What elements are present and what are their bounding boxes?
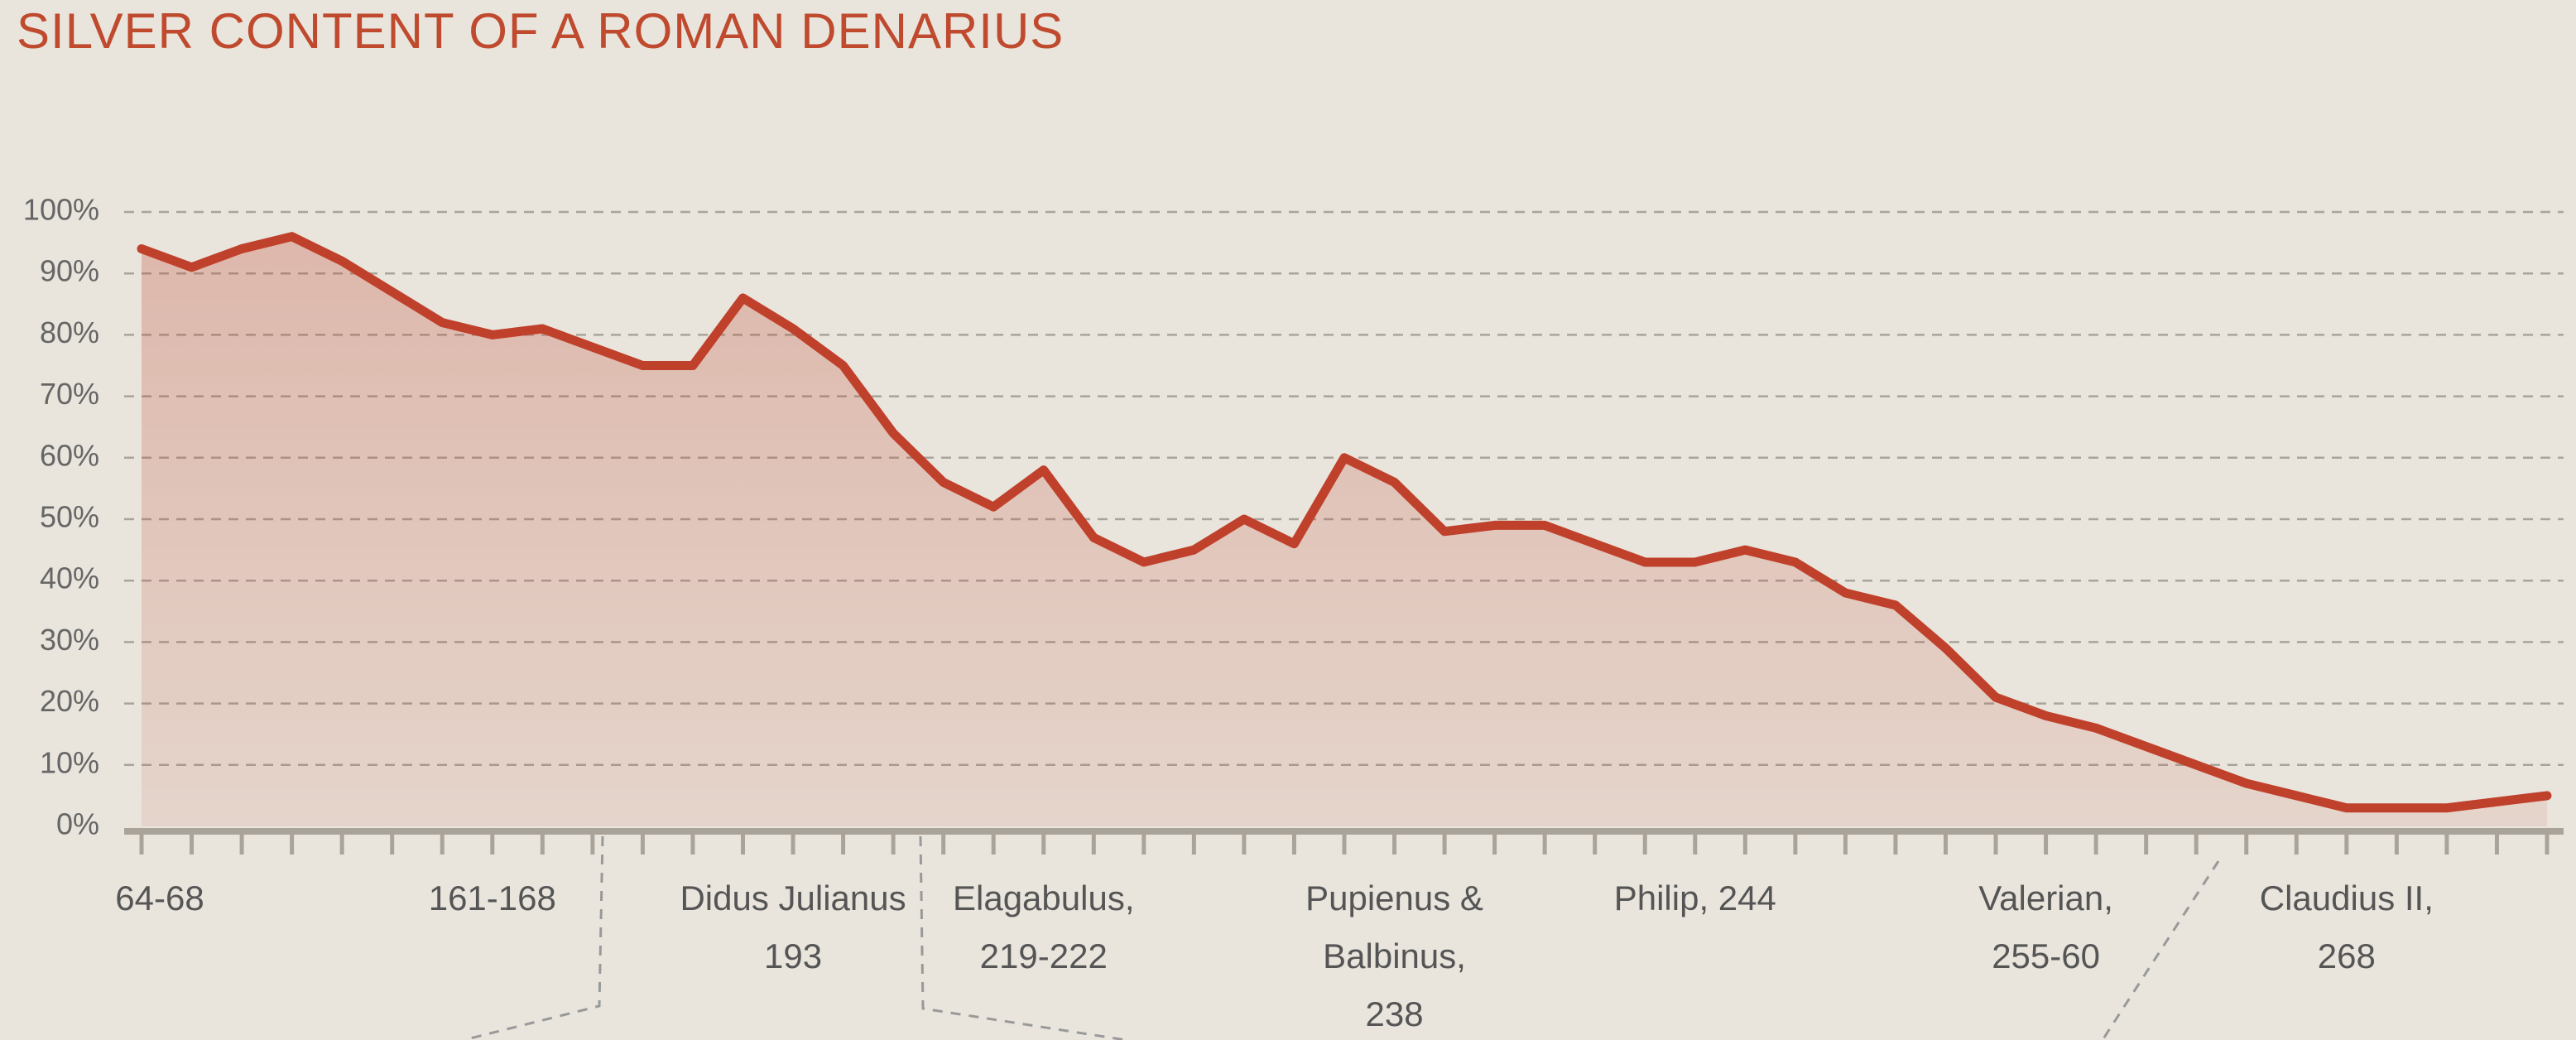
x-tick-label: Pupienus & [1305,879,1483,917]
y-tick-label: 80% [40,315,99,349]
y-tick-label: 70% [40,377,99,411]
x-tick-label: Elagabulus, [953,879,1135,917]
x-tick-label: 255-60 [1992,936,2100,975]
x-tick-label: 161-168 [429,879,556,917]
x-tick-label: Valerian, [1978,879,2113,917]
y-tick-label: 60% [40,438,99,472]
x-tick-label: 268 [2318,936,2376,975]
y-tick-label: 0% [56,807,99,841]
x-tick-label: 64-68 [115,879,204,917]
x-tick-label: Balbinus, [1323,936,1466,975]
x-tick-label: Philip, 244 [1614,879,1776,917]
y-tick-label: 10% [40,745,99,779]
chart-title: SILVER CONTENT OF A ROMAN DENARIUS [17,3,1064,59]
y-tick-label: 20% [40,684,99,718]
x-tick-label: 193 [764,936,822,975]
line [137,232,2552,813]
y-tick-label: 100% [23,193,99,227]
y-tick-label: 90% [40,254,99,288]
x-tick-label: 219-222 [980,936,1108,975]
x-tick-label: Claudius II, [2260,879,2434,917]
decor-connectors [463,835,2220,1040]
y-tick-label: 40% [40,561,99,595]
area [142,236,2547,826]
x-tick-label: Didus Julianus [680,879,906,917]
y-tick-label: 30% [40,623,99,657]
x-tick-label: 238 [1366,994,1424,1033]
y-tick-label: 50% [40,500,99,534]
